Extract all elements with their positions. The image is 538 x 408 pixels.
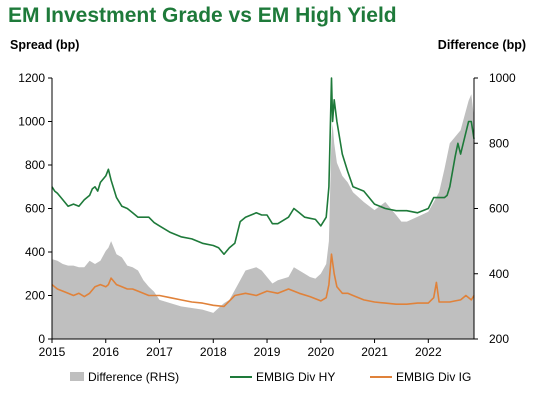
y-left-tick-label: 1000 — [18, 115, 45, 129]
y-left-tick-label: 600 — [25, 202, 45, 216]
axes-layer: 0 200 400 600 800 1000 1200 200 400 600 800 1000 201… — [18, 71, 516, 359]
y-left-tick-label: 1200 — [18, 71, 45, 85]
y-axis-left-title: Spread (bp) — [10, 38, 80, 52]
legend-label-embig-div-ig: EMBIG Div IG — [396, 370, 471, 384]
x-tick-label: 2020 — [307, 345, 334, 359]
x-tick-label: 2015 — [39, 345, 66, 359]
y-left-tick-label: 0 — [38, 332, 45, 346]
y-right-tick-label: 600 — [489, 202, 509, 216]
x-tick-label: 2019 — [254, 345, 281, 359]
x-tick-label: 2017 — [146, 345, 173, 359]
x-tick-label: 2021 — [361, 345, 388, 359]
legend-label-embig-div-hy: EMBIG Div HY — [256, 370, 335, 384]
legend: Difference (RHS) EMBIG Div HY EMBIG Div IG — [70, 370, 471, 384]
x-tick-label: 2018 — [200, 345, 227, 359]
y-right-tick-label: 200 — [489, 332, 509, 346]
x-tick-label: 2022 — [415, 345, 442, 359]
chart-title: EM Investment Grade vs EM High Yield — [8, 4, 397, 27]
y-axis-right-title: Difference (bp) — [437, 38, 526, 52]
y-right-tick-label: 400 — [489, 267, 509, 281]
series-line-embig-div-hy — [51, 77, 475, 255]
difference-area-layer — [52, 94, 474, 339]
y-left-tick-label: 800 — [25, 158, 45, 172]
series-line-embig-div-ig — [51, 253, 475, 308]
y-right-tick-label: 1000 — [489, 71, 516, 85]
legend-label-difference-rhs: Difference (RHS) — [88, 370, 179, 384]
y-left-tick-label: 400 — [25, 245, 45, 259]
y-left-tick-label: 200 — [25, 289, 45, 303]
series-lines-layer — [51, 77, 475, 308]
series-area-difference-rhs — [52, 94, 474, 339]
x-tick-label: 2016 — [92, 345, 119, 359]
legend-swatch-difference-rhs — [70, 372, 84, 381]
y-right-tick-label: 800 — [489, 136, 509, 150]
